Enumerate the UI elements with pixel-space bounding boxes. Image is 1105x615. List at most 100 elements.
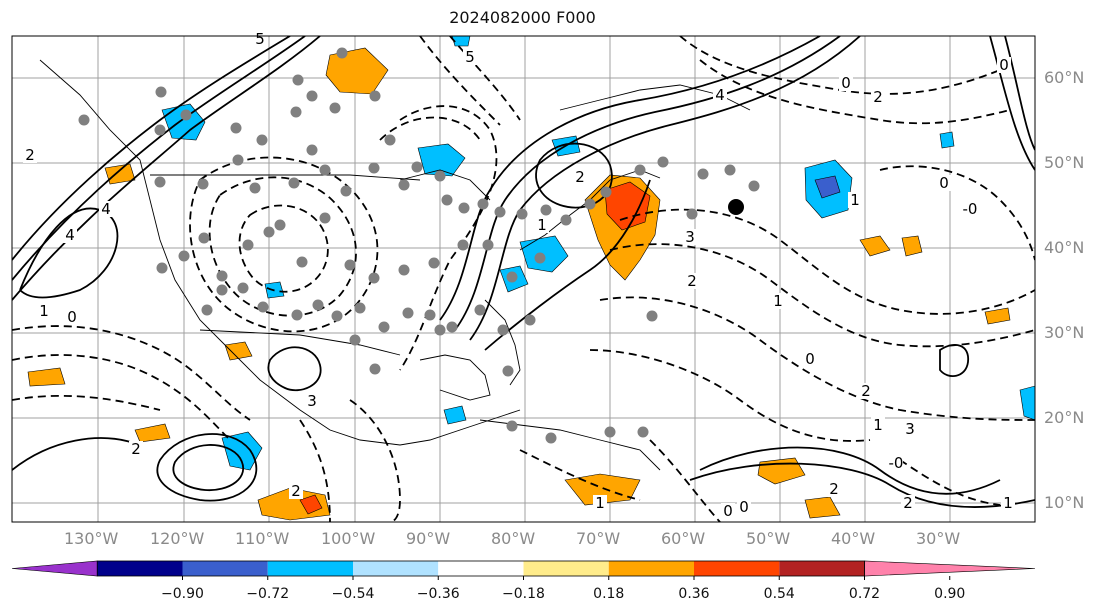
station-marker (197, 178, 209, 190)
station-marker (319, 164, 331, 176)
negative-anomaly (417, 143, 466, 177)
station-marker (312, 299, 324, 311)
contour-label: 0 (999, 56, 1009, 74)
station-marker (516, 208, 528, 220)
contour-label-bg (859, 383, 873, 399)
contour-label: 4 (715, 86, 725, 104)
station-marker (634, 164, 646, 176)
station-marker (424, 309, 436, 321)
station-marker (292, 74, 304, 86)
station-marker (249, 182, 261, 194)
colorbar-segment (97, 561, 183, 576)
colorbar-segment (523, 561, 609, 576)
contour-label-bg (683, 229, 697, 245)
colorbar-tick-label: −0.90 (161, 586, 204, 602)
station-marker (306, 90, 318, 102)
negative-anomaly (451, 36, 471, 47)
contour-label: 1 (39, 302, 49, 320)
station-marker (319, 212, 331, 224)
contour-label: 5 (255, 30, 265, 48)
contour-label: 0 (939, 174, 949, 192)
contour-label: 3 (685, 228, 695, 246)
station-marker (369, 90, 381, 102)
station-marker (502, 365, 514, 377)
colorbar-tick-label: 0.72 (848, 586, 881, 602)
station-marker (216, 284, 228, 296)
contour-label-bg (997, 57, 1011, 73)
station-marker (274, 219, 286, 231)
station-marker (306, 144, 318, 156)
positive-anomaly (564, 473, 641, 506)
contour-label: 2 (861, 382, 871, 400)
colorbar-tick-label: 0.18 (593, 586, 625, 602)
station-marker (216, 270, 228, 282)
colorbar-segment (182, 561, 268, 576)
colorbar-tick-label: 0.54 (763, 586, 795, 602)
station-marker (748, 180, 760, 192)
shaded-anomalies (27, 36, 1035, 521)
latitude-label: 60°N (1044, 68, 1085, 87)
station-marker (441, 194, 453, 206)
contour-label-bg (848, 192, 862, 208)
station-marker (291, 309, 303, 321)
station-marker (434, 170, 446, 182)
station-marker (78, 114, 90, 126)
contour-label-bg (839, 75, 853, 91)
longitude-label: 130°W (64, 529, 119, 548)
contour-label-bg (963, 201, 977, 217)
colorbar-tick-label: −0.54 (331, 586, 375, 602)
station-marker (296, 256, 308, 268)
contour-label-bg (573, 169, 587, 185)
contour-label: 0 (805, 350, 815, 368)
contour-label-bg (65, 309, 79, 325)
latitude-label: 10°N (1044, 493, 1085, 512)
positive-anomaly (604, 181, 651, 231)
contour-label: 3 (307, 392, 317, 410)
contour-label-bg (63, 227, 77, 243)
negative-anomaly (814, 175, 841, 199)
positive-anomaly (804, 496, 841, 519)
station-marker (368, 162, 380, 174)
contour-label-bg (305, 393, 319, 409)
contour-label: 2 (25, 146, 35, 164)
station-marker (540, 204, 552, 216)
latitude-label: 30°N (1044, 323, 1085, 342)
colorbar-tick-label: −0.72 (246, 586, 290, 602)
station-marker (237, 282, 249, 294)
contour-label: -0 (963, 200, 978, 218)
contour-label: 1 (537, 216, 547, 234)
station-marker (457, 239, 469, 251)
contour-label: 4 (101, 200, 111, 218)
station-marker (156, 262, 168, 274)
contour-label-bg (901, 495, 915, 511)
contour-label-bg (129, 441, 143, 457)
station-marker (637, 426, 649, 438)
negative-anomaly (1019, 385, 1035, 421)
negative-anomaly (443, 405, 467, 425)
positive-anomaly (104, 163, 136, 185)
contour-label-bg (771, 293, 785, 309)
longitude-label: 110°W (235, 529, 290, 548)
latitude-label: 50°N (1044, 153, 1085, 172)
negative-anomaly (221, 431, 263, 471)
contour-label: 5 (465, 48, 475, 66)
station-marker (584, 198, 596, 210)
colorbar-segment (353, 561, 439, 576)
station-marker (378, 321, 390, 333)
station-marker (369, 363, 381, 375)
contour-label-bg (685, 273, 699, 289)
contour-label: 0 (67, 308, 77, 326)
contour-label-bg (721, 503, 735, 519)
station-marker (290, 106, 302, 118)
station-marker (242, 239, 254, 251)
station-marker (263, 226, 275, 238)
station-marker (724, 164, 736, 176)
contour-label: 1 (850, 191, 860, 209)
positive-anomaly (984, 307, 1011, 325)
contour-label-bg (463, 49, 477, 65)
longitude-label: 50°W (746, 529, 791, 548)
station-marker (497, 324, 509, 336)
colorbar-outline (96, 560, 865, 577)
station-marker (657, 156, 669, 168)
contour-label: 2 (575, 168, 585, 186)
